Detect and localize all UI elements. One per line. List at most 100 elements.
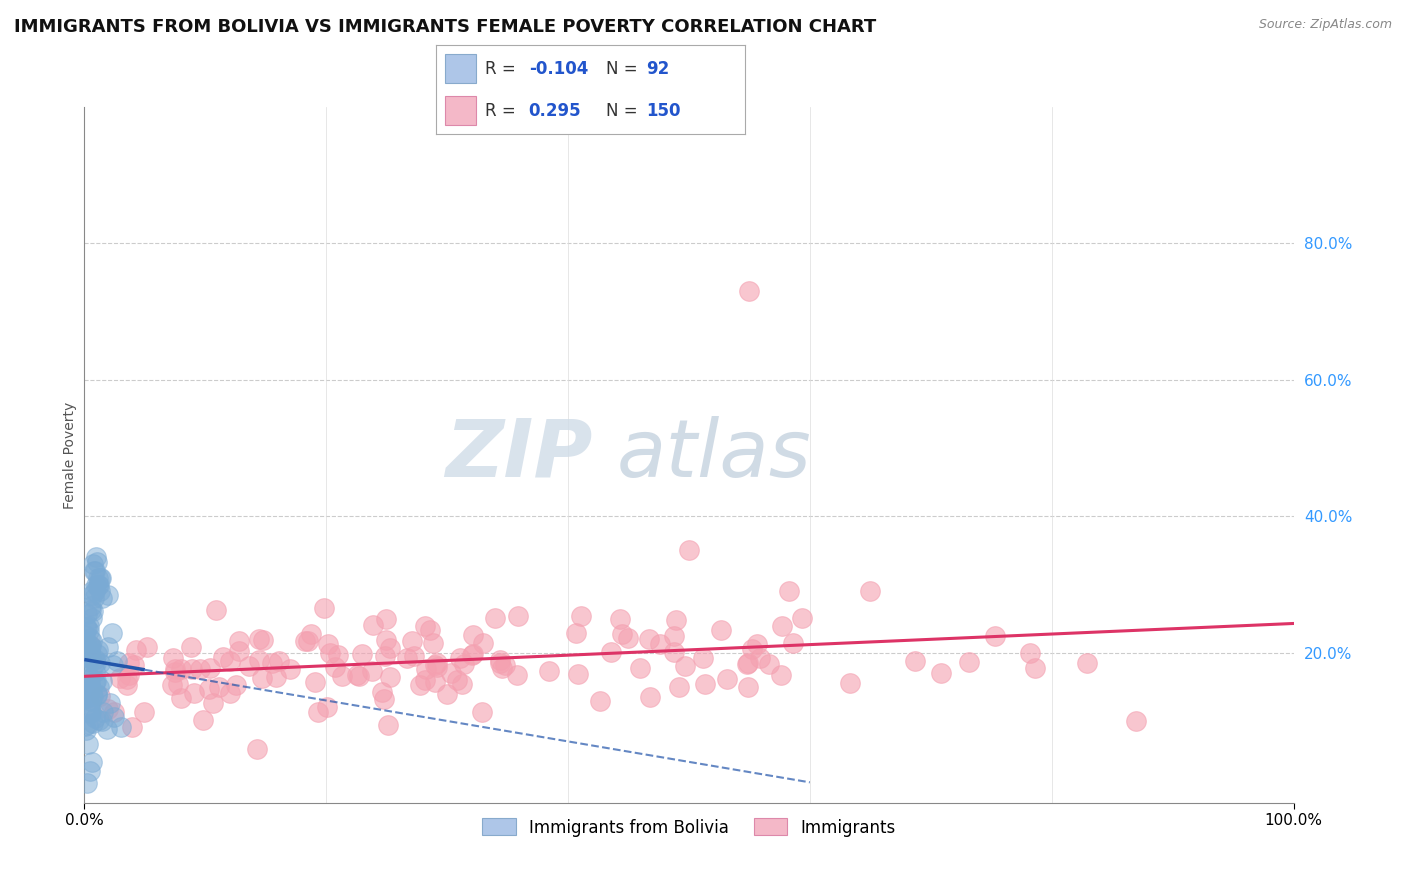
Point [198, 661, 221, 675]
Point [415, 619, 437, 633]
Point [506, 667, 529, 681]
Point [75, 635, 97, 649]
Point [202, 696, 225, 710]
Point [77, 638, 100, 652]
Point [97, 640, 120, 655]
Point [97, 588, 120, 602]
Point [77, 685, 100, 699]
Point [609, 612, 631, 626]
Point [89, 571, 111, 585]
Point [82, 557, 104, 571]
Point [1076, 656, 1098, 670]
Point [662, 629, 685, 643]
Point [73, 628, 96, 642]
Point [84, 657, 107, 671]
Point [673, 658, 696, 673]
Point [471, 705, 494, 719]
Point [82, 689, 104, 703]
Point [163, 662, 186, 676]
Point [347, 669, 370, 683]
Point [664, 645, 686, 659]
Point [101, 625, 124, 640]
Point [80, 588, 103, 602]
Point [839, 675, 862, 690]
Legend: Immigrants from Bolivia, Immigrants: Immigrants from Bolivia, Immigrants [475, 812, 903, 843]
Point [770, 619, 793, 633]
Point [132, 706, 155, 720]
Point [80, 693, 103, 707]
Point [75, 640, 97, 655]
Point [135, 640, 157, 655]
Point [193, 713, 215, 727]
Point [77, 619, 100, 633]
Point [87, 577, 110, 591]
Point [75, 690, 97, 704]
Point [86, 688, 108, 702]
Point [118, 657, 141, 671]
Point [238, 659, 260, 673]
Point [79, 706, 101, 720]
Point [451, 677, 474, 691]
Point [84, 651, 107, 665]
Point [77, 687, 100, 701]
Point [422, 636, 444, 650]
Point [89, 690, 111, 704]
Point [79, 698, 101, 712]
Point [79, 679, 101, 693]
Point [122, 658, 145, 673]
Point [115, 672, 138, 686]
Point [77, 737, 100, 751]
Point [86, 571, 108, 585]
Point [86, 550, 108, 565]
Point [375, 612, 398, 626]
Point [89, 584, 111, 599]
Point [252, 633, 274, 648]
Point [105, 654, 128, 668]
Text: N =: N = [606, 60, 637, 78]
Point [330, 668, 353, 682]
Point [769, 668, 792, 682]
Text: N =: N = [606, 102, 637, 120]
Point [471, 635, 494, 649]
Point [269, 655, 291, 669]
Point [665, 613, 688, 627]
Point [83, 657, 105, 672]
Point [380, 641, 402, 656]
Point [449, 651, 471, 665]
Text: Source: ZipAtlas.com: Source: ZipAtlas.com [1258, 18, 1392, 31]
Point [312, 600, 335, 615]
Point [409, 677, 432, 691]
Point [565, 626, 588, 640]
Point [76, 621, 98, 635]
Point [118, 667, 141, 681]
Point [638, 690, 661, 704]
Point [87, 643, 110, 657]
Point [495, 658, 517, 673]
Point [984, 629, 1007, 643]
Point [108, 671, 131, 685]
Point [198, 682, 221, 697]
Point [297, 634, 319, 648]
Point [299, 626, 322, 640]
Point [489, 653, 512, 667]
Point [741, 642, 763, 657]
Point [737, 680, 759, 694]
Point [80, 687, 103, 701]
Point [77, 650, 100, 665]
Point [121, 720, 143, 734]
Point [79, 677, 101, 691]
Point [96, 722, 118, 736]
Point [461, 648, 484, 662]
Point [346, 668, 368, 682]
Point [569, 609, 592, 624]
Point [1125, 714, 1147, 728]
Point [79, 706, 101, 721]
Point [125, 643, 148, 657]
Point [103, 706, 125, 720]
Point [84, 711, 107, 725]
Point [264, 670, 287, 684]
Point [423, 658, 446, 673]
Point [91, 714, 114, 729]
Point [1024, 661, 1046, 675]
Point [89, 656, 111, 670]
